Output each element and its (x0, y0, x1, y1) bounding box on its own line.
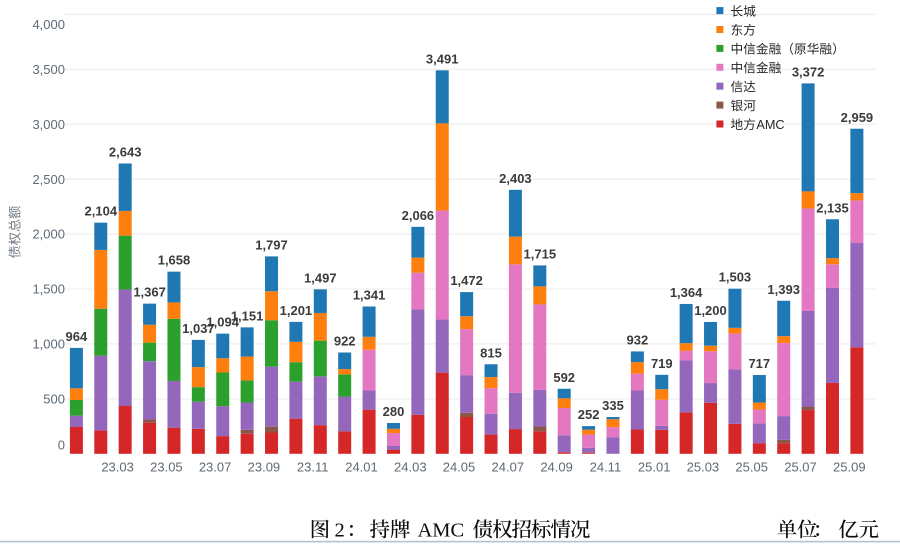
svg-text:24.09: 24.09 (540, 460, 573, 475)
svg-text:3,372: 3,372 (792, 64, 825, 79)
svg-text:1,715: 1,715 (524, 246, 557, 261)
svg-text:1,503: 1,503 (719, 270, 752, 285)
svg-text:25.07: 25.07 (784, 460, 817, 475)
svg-text:23.11: 23.11 (297, 460, 329, 475)
svg-text:2,403: 2,403 (499, 171, 532, 186)
svg-text:1,500: 1,500 (32, 282, 65, 297)
svg-text:1,364: 1,364 (670, 285, 703, 300)
svg-text:932: 932 (627, 332, 649, 347)
svg-text:717: 717 (748, 356, 770, 371)
svg-text:815: 815 (480, 345, 502, 360)
svg-text:1,151: 1,151 (231, 308, 264, 323)
svg-text:500: 500 (43, 392, 65, 407)
svg-text:1,658: 1,658 (158, 253, 191, 268)
svg-text:1,497: 1,497 (304, 270, 337, 285)
svg-text:1,367: 1,367 (133, 285, 166, 300)
svg-text:2,000: 2,000 (32, 227, 65, 242)
svg-text:4,000: 4,000 (32, 17, 65, 32)
svg-text:2,104: 2,104 (85, 204, 118, 219)
svg-text:1,094: 1,094 (206, 315, 239, 330)
svg-text:25.03: 25.03 (687, 460, 720, 475)
svg-text:25.01: 25.01 (638, 460, 671, 475)
svg-text:3,500: 3,500 (32, 62, 65, 77)
svg-text:1,341: 1,341 (353, 288, 386, 303)
svg-text:922: 922 (334, 334, 356, 349)
svg-text:1,201: 1,201 (280, 303, 313, 318)
svg-text:23.03: 23.03 (101, 460, 134, 475)
svg-text:2,066: 2,066 (402, 208, 435, 223)
svg-text:25.09: 25.09 (833, 460, 866, 475)
svg-text:964: 964 (66, 329, 88, 344)
svg-text:23.07: 23.07 (199, 460, 232, 475)
svg-text:1,000: 1,000 (32, 337, 65, 352)
svg-text:335: 335 (602, 398, 624, 413)
svg-text:252: 252 (578, 407, 600, 422)
svg-text:24.01: 24.01 (345, 460, 378, 475)
svg-text:2,959: 2,959 (841, 110, 874, 125)
svg-text:1,393: 1,393 (767, 282, 800, 297)
svg-text:23.05: 23.05 (150, 460, 183, 475)
svg-text:1,037: 1,037 (182, 321, 215, 336)
svg-text:1,797: 1,797 (255, 237, 288, 252)
svg-text:1,200: 1,200 (694, 303, 727, 318)
svg-text:AMC: AMC (418, 520, 465, 542)
svg-text:23.09: 23.09 (248, 460, 281, 475)
svg-text:24.07: 24.07 (492, 460, 525, 475)
svg-text:2: 2 (335, 520, 345, 542)
svg-text:2,643: 2,643 (109, 145, 142, 160)
svg-text:25.05: 25.05 (735, 460, 768, 475)
svg-text:2,500: 2,500 (32, 172, 65, 187)
svg-text:24.11: 24.11 (590, 460, 622, 475)
svg-text:1,472: 1,472 (450, 273, 483, 288)
svg-text:24.05: 24.05 (443, 460, 476, 475)
svg-text:719: 719 (651, 356, 673, 371)
svg-text:0: 0 (58, 438, 65, 453)
svg-text:3,000: 3,000 (32, 117, 65, 132)
svg-text:24.03: 24.03 (394, 460, 427, 475)
svg-text:2,135: 2,135 (816, 200, 849, 215)
svg-text:AMC: AMC (756, 118, 784, 132)
svg-text:280: 280 (383, 404, 405, 419)
svg-text:592: 592 (553, 370, 575, 385)
svg-text:3,491: 3,491 (426, 51, 459, 66)
